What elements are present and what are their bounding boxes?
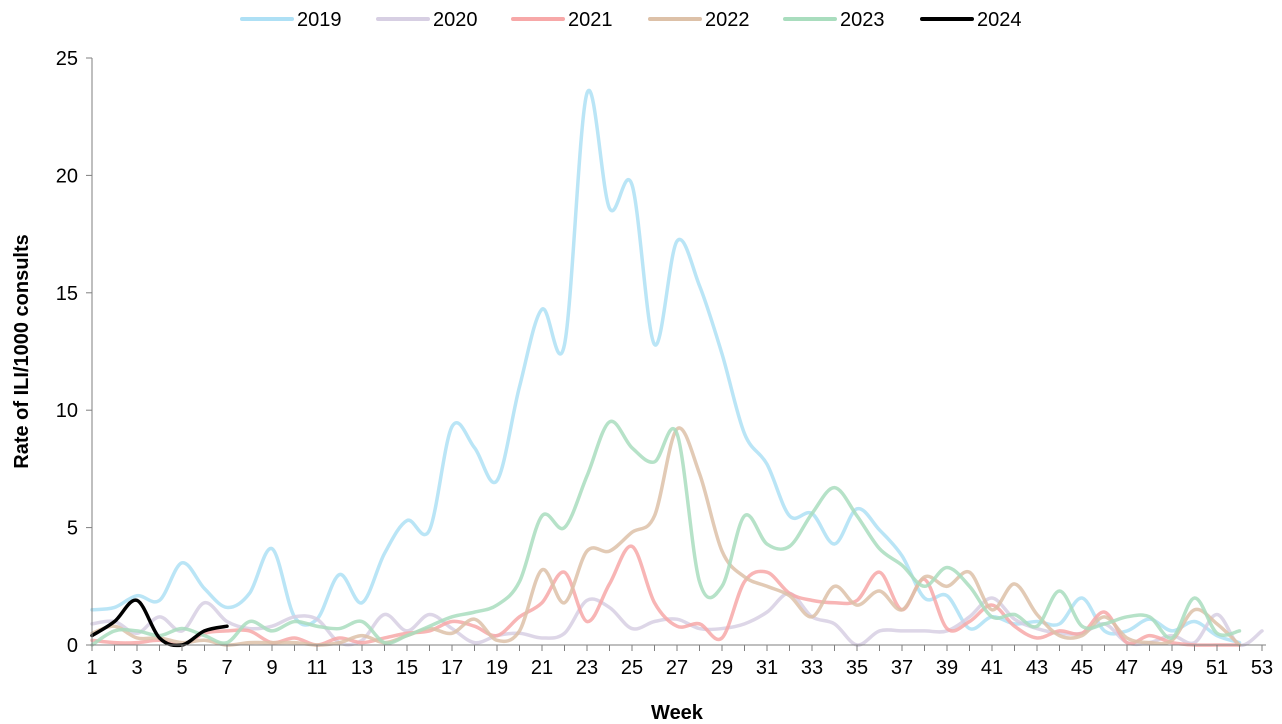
x-tick-label: 43 xyxy=(1026,657,1048,679)
x-axis-title: Week xyxy=(651,702,704,724)
series-line-2024 xyxy=(90,598,229,648)
legend-item-2020: 2020 xyxy=(376,9,478,31)
x-tick-label: 33 xyxy=(801,657,823,679)
x-axis-ticks: 1 3 5 7 9 11 13 15 17 19 21 23 25 27 29 31 33 35 37 39 41 43 4… xyxy=(86,645,1273,679)
chart-legend: 2019 2020 2021 2022 2023 2024 xyxy=(240,9,1022,31)
y-tick-label: 0 xyxy=(67,635,78,657)
y-tick-label: 20 xyxy=(56,165,78,187)
y-tick-label: 15 xyxy=(56,283,78,305)
x-tick-label: 9 xyxy=(266,657,277,679)
x-tick-label: 37 xyxy=(891,657,913,679)
legend-label: 2019 xyxy=(297,9,342,31)
x-tick-label: 23 xyxy=(576,657,598,679)
x-tick-label: 31 xyxy=(756,657,778,679)
series-line-2021 xyxy=(90,544,1242,647)
series-line-2022 xyxy=(90,426,1242,647)
x-tick-label: 29 xyxy=(711,657,733,679)
chart-axes xyxy=(91,58,1266,646)
legend-item-2022: 2022 xyxy=(648,9,750,31)
x-tick-label: 47 xyxy=(1116,657,1138,679)
x-tick-label: 15 xyxy=(396,657,418,679)
legend-item-2024: 2024 xyxy=(920,9,1022,31)
legend-label: 2021 xyxy=(568,9,613,31)
y-tick-label: 5 xyxy=(67,518,78,540)
y-tick-label: 25 xyxy=(56,48,78,70)
legend-item-2019: 2019 xyxy=(240,9,342,31)
x-tick-label: 51 xyxy=(1206,657,1228,679)
x-tick-label: 13 xyxy=(351,657,373,679)
x-tick-label: 25 xyxy=(621,657,643,679)
x-tick-label: 1 xyxy=(86,657,97,679)
x-tick-label: 7 xyxy=(221,657,232,679)
x-tick-label: 35 xyxy=(846,657,868,679)
legend-label: 2024 xyxy=(977,9,1022,31)
series-line-2023 xyxy=(90,419,1242,647)
x-tick-label: 49 xyxy=(1161,657,1183,679)
x-tick-label: 53 xyxy=(1251,657,1273,679)
x-tick-label: 11 xyxy=(307,657,328,679)
x-tick-label: 19 xyxy=(486,657,508,679)
legend-label: 2020 xyxy=(433,9,478,31)
legend-label: 2023 xyxy=(840,9,885,31)
x-tick-label: 45 xyxy=(1071,657,1093,679)
y-axis-ticks: 0 5 10 15 20 25 xyxy=(56,48,92,657)
legend-label: 2022 xyxy=(705,9,750,31)
x-tick-label: 5 xyxy=(176,657,187,679)
x-tick-label: 27 xyxy=(666,657,688,679)
x-tick-label: 21 xyxy=(531,657,553,679)
y-tick-label: 10 xyxy=(56,400,78,422)
series-line-2019 xyxy=(90,88,1242,645)
legend-item-2021: 2021 xyxy=(511,9,613,31)
plot-area xyxy=(90,88,1264,648)
x-tick-label: 17 xyxy=(441,657,463,679)
x-tick-label: 39 xyxy=(936,657,958,679)
x-tick-label: 41 xyxy=(981,657,1003,679)
x-tick-label: 3 xyxy=(131,657,142,679)
legend-item-2023: 2023 xyxy=(783,9,885,31)
series-line-2020 xyxy=(90,591,1264,648)
y-axis-title: Rate of ILI/1000 consults xyxy=(11,234,33,469)
